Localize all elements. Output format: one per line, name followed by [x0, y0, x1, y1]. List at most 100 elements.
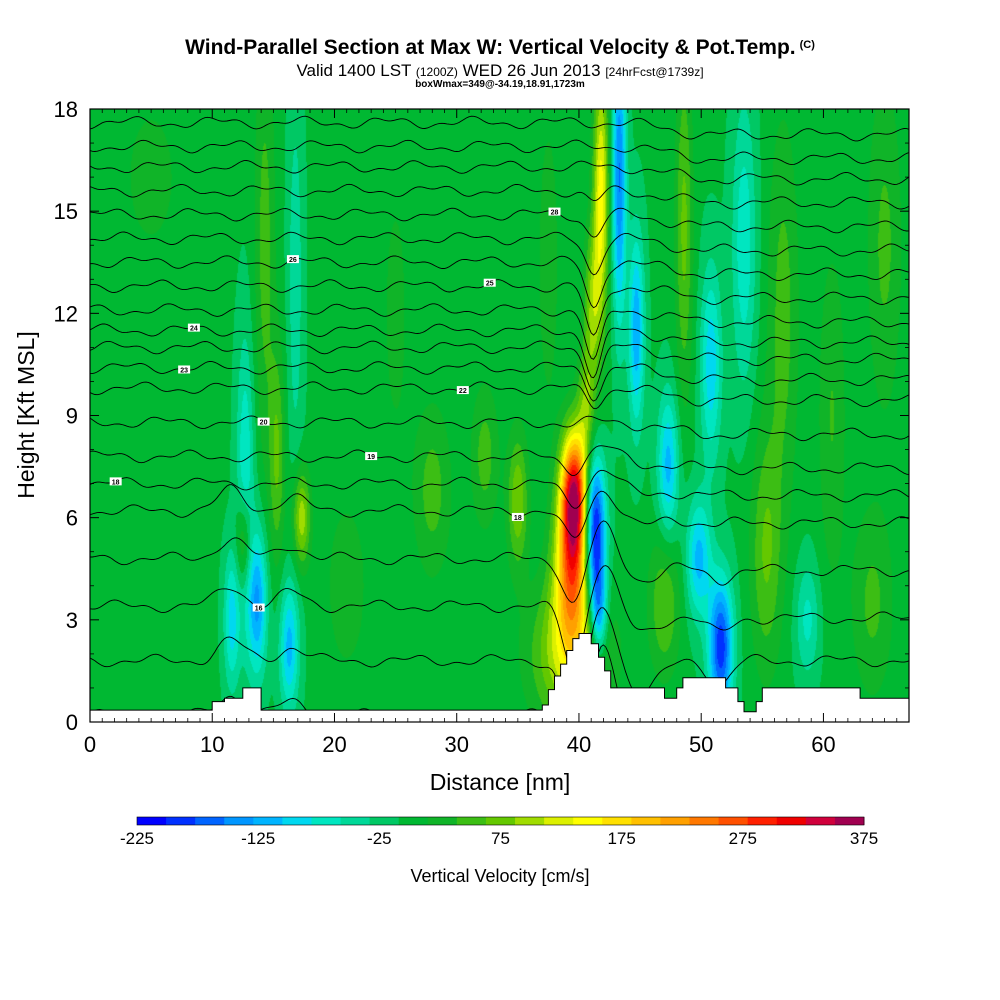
theta-contour-14	[90, 255, 909, 309]
theta-contour-13	[90, 279, 909, 336]
colorbar-swatch	[282, 817, 312, 825]
colorbar: -225 -125 -25 75 175 275 375	[120, 816, 878, 848]
colorbar-swatch	[834, 817, 865, 825]
theta-label: 22	[459, 388, 467, 395]
theta-contour-10	[90, 340, 909, 391]
theta-label: 24	[190, 326, 198, 333]
theta-label-box	[286, 255, 299, 264]
colorbar-swatch	[776, 817, 807, 825]
y-tick-label: 3	[66, 608, 78, 633]
chart-subtitle: Valid 1400 LST (1200Z) WED 26 Jun 2013 […	[296, 61, 704, 80]
colorbar-tick-label: 75	[491, 829, 510, 848]
theta-label: 20	[260, 420, 268, 427]
colorbar-swatch	[427, 817, 458, 825]
y-tick-label: 0	[66, 710, 78, 735]
theta-contour-18	[90, 160, 909, 186]
y-tick-label: 18	[54, 97, 78, 122]
y-axis-label: Height [Kft MSL]	[13, 331, 39, 498]
colorbar-swatch	[805, 817, 836, 825]
colorbar-tick-label: -125	[241, 829, 275, 848]
colorbar-tick-label: -25	[367, 829, 392, 848]
colorbar-tick-label: 275	[729, 829, 757, 848]
theta-contour-1	[90, 607, 909, 722]
colorbar-swatch	[340, 817, 371, 825]
x-tick-label: 60	[811, 732, 835, 757]
theta-contour-9	[90, 360, 909, 402]
colorbar-swatch	[456, 817, 487, 825]
colorbar-swatch	[398, 817, 429, 825]
theta-label: 16	[255, 606, 263, 613]
axes: 0 10 20 30 40 50 60 0 3 6 9 12 15 18	[54, 97, 909, 757]
vertical-velocity-field	[90, 109, 909, 722]
colorbar-swatch	[369, 817, 400, 825]
colorbar-swatch	[311, 817, 342, 825]
colorbar-swatch	[224, 817, 254, 825]
colorbar-tick-label: -225	[120, 829, 154, 848]
colorbar-swatch	[485, 817, 516, 825]
terrain-profile	[89, 633, 910, 723]
theta-label-box	[511, 512, 524, 521]
colorbar-swatch	[195, 817, 225, 825]
colorbar-tick-label: 375	[850, 829, 878, 848]
x-tick-label: 50	[689, 732, 713, 757]
colorbar-swatch	[515, 817, 545, 825]
chart-subtitle-2: boxWmax=349@-34.19,18.91,1723m	[415, 79, 585, 90]
theta-contour-2	[90, 565, 909, 669]
colorbar-swatch	[660, 817, 691, 825]
theta-contour-17	[90, 183, 909, 210]
colorbar-swatch	[631, 817, 661, 825]
y-tick-label: 9	[66, 404, 78, 429]
copyright-mark: (C)	[799, 39, 815, 51]
theta-contour-16	[90, 207, 909, 238]
colorbar-swatch	[253, 817, 283, 825]
theta-contour-19	[90, 139, 909, 166]
theta-label-box	[483, 278, 496, 287]
x-tick-label: 10	[200, 732, 224, 757]
theta-contour-12	[90, 303, 909, 360]
y-tick-label: 15	[54, 199, 78, 224]
colorbar-swatch	[137, 817, 167, 825]
theta-contour-4	[90, 484, 909, 538]
x-tick-label: 40	[567, 732, 591, 757]
theta-label: 18	[112, 479, 120, 486]
colorbar-swatch	[573, 817, 603, 825]
x-axis-label: Distance [nm]	[430, 769, 571, 795]
chart-title: Wind-Parallel Section at Max W: Vertical…	[185, 36, 815, 59]
theta-label-box	[365, 452, 378, 461]
colorbar-swatch	[689, 817, 720, 825]
theta-contour-20	[90, 115, 909, 142]
theta-label-box	[252, 603, 265, 612]
colorbar-swatch	[166, 817, 196, 825]
colorbar-tick-label: 175	[607, 829, 635, 848]
theta-contour-8	[90, 381, 909, 410]
theta-label-box	[456, 386, 469, 395]
colorbar-swatch	[718, 817, 749, 825]
y-tick-label: 6	[66, 506, 78, 531]
theta-label-box	[109, 477, 122, 486]
x-tick-label: 0	[84, 732, 96, 757]
theta-label-box	[187, 323, 200, 332]
theta-label: 25	[486, 281, 494, 288]
colorbar-frame	[136, 816, 865, 826]
colorbar-swatch	[544, 817, 574, 825]
theta-label-box	[257, 417, 270, 426]
plot-area: 141618181920222324252628	[89, 108, 910, 723]
theta-label: 23	[180, 367, 188, 374]
theta-label: 26	[289, 257, 297, 264]
x-tick-label: 20	[322, 732, 346, 757]
x-tick-label: 30	[444, 732, 468, 757]
theta-label-box	[178, 365, 191, 374]
theta-contour-11	[90, 323, 909, 379]
theta-contour-3	[90, 520, 909, 603]
y-tick-label: 12	[54, 301, 78, 326]
theta-contour-6	[90, 445, 909, 477]
theta-label: 19	[367, 454, 375, 461]
theta-contour-15	[90, 231, 909, 276]
theta-label-box	[548, 207, 561, 216]
theta-contour-7	[90, 415, 909, 442]
colorbar-swatch	[747, 817, 778, 825]
theta-contour-5	[90, 469, 909, 509]
colorbar-label: Vertical Velocity [cm/s]	[410, 866, 589, 886]
theta-label: 18	[514, 515, 522, 522]
